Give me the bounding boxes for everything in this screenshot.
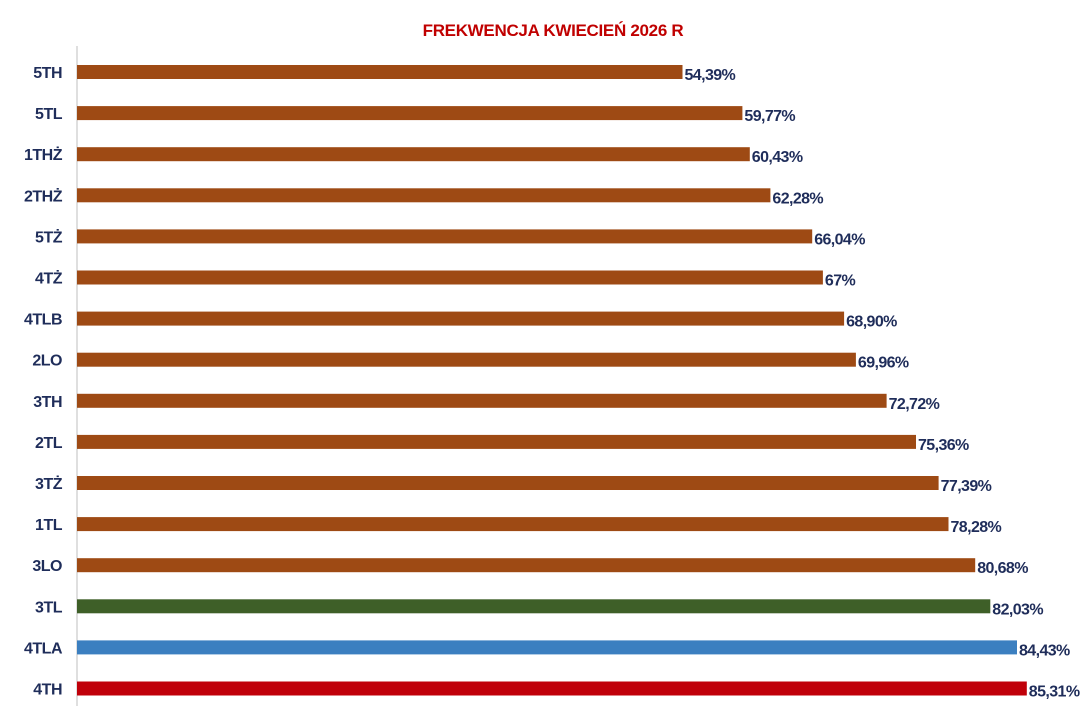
category-label: 3TŻ bbox=[35, 475, 63, 493]
value-label: 85,31% bbox=[1029, 684, 1080, 701]
category-label: 2THŻ bbox=[24, 187, 63, 205]
value-label: 78,28% bbox=[951, 519, 1002, 536]
category-label: 3TL bbox=[35, 599, 63, 616]
value-label: 59,77% bbox=[744, 108, 795, 125]
category-label: 2TL bbox=[35, 435, 63, 452]
value-labels-group: 54,39% 59,77% 60,43% 62,28% 66,04% 67% 68,90% 6… bbox=[685, 67, 1081, 701]
category-label: 4TŻ bbox=[35, 270, 63, 288]
value-label: 66,04% bbox=[814, 231, 865, 248]
category-labels-group: 5TH 5TL 1THŻ 2THŻ 5TŻ 4TŻ 4TLB 2LO 3TH 2TL 3TŻ 1TL 3… bbox=[24, 65, 63, 699]
value-label: 67% bbox=[825, 273, 856, 290]
bar bbox=[77, 517, 949, 532]
category-label: 5TH bbox=[33, 65, 62, 82]
bar bbox=[77, 352, 856, 367]
value-label: 80,68% bbox=[977, 560, 1028, 577]
bar bbox=[77, 229, 813, 244]
bar bbox=[77, 106, 743, 121]
category-label: 1TL bbox=[35, 517, 63, 534]
value-label: 68,90% bbox=[846, 314, 897, 331]
bars-group bbox=[77, 65, 1027, 696]
value-label: 54,39% bbox=[685, 67, 736, 84]
category-label: 4TLA bbox=[24, 640, 63, 657]
bar bbox=[77, 270, 823, 285]
bar bbox=[77, 147, 750, 162]
bar bbox=[77, 640, 1017, 655]
bar bbox=[77, 681, 1027, 696]
value-label: 75,36% bbox=[918, 437, 969, 454]
category-label: 5TL bbox=[35, 106, 63, 123]
value-label: 77,39% bbox=[941, 478, 992, 495]
category-label: 3LO bbox=[32, 558, 62, 575]
value-label: 62,28% bbox=[772, 190, 823, 207]
category-label: 3TH bbox=[33, 394, 62, 411]
value-label: 69,96% bbox=[858, 355, 909, 372]
bar bbox=[77, 558, 976, 573]
category-label: 5TŻ bbox=[35, 228, 63, 246]
category-label: 2LO bbox=[32, 353, 62, 370]
chart-title: FREKWENCJA KWIECIEŃ 2026 R bbox=[423, 21, 684, 40]
bar bbox=[77, 599, 991, 614]
value-label: 60,43% bbox=[752, 149, 803, 166]
bar bbox=[77, 311, 845, 326]
bar bbox=[77, 393, 887, 408]
category-label: 4TLB bbox=[24, 312, 62, 329]
bar bbox=[77, 434, 916, 449]
value-label: 72,72% bbox=[889, 396, 940, 413]
bar bbox=[77, 65, 683, 79]
value-label: 82,03% bbox=[992, 601, 1043, 618]
category-label: 4TH bbox=[33, 682, 62, 699]
category-label: 1THŻ bbox=[24, 146, 63, 164]
bar bbox=[77, 476, 939, 490]
bar bbox=[77, 188, 771, 203]
value-label: 84,43% bbox=[1019, 642, 1070, 659]
